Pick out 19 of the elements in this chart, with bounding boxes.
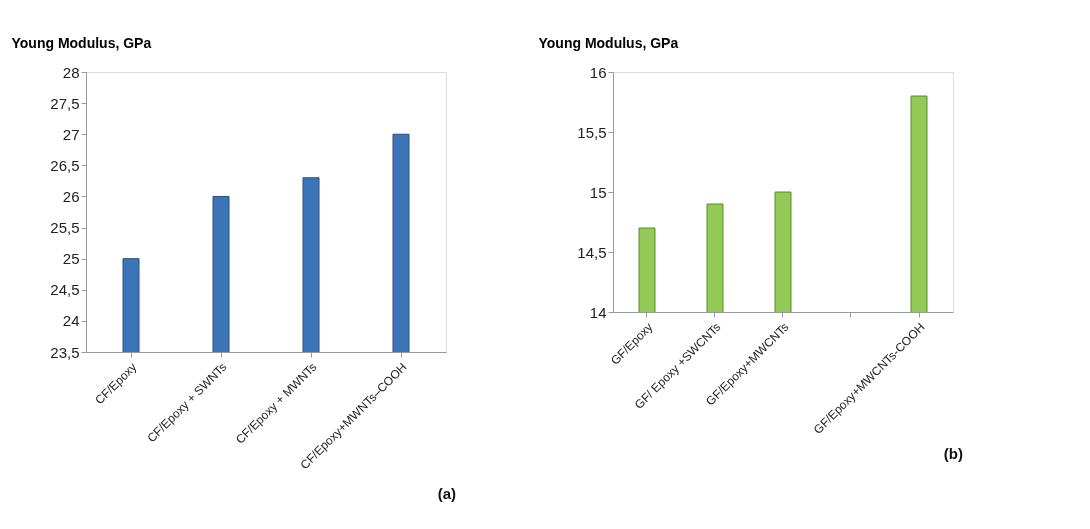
y-tick-label: 26 <box>62 187 80 205</box>
y-tick-label: 16 <box>589 63 607 81</box>
y-axis-title: Young Modulus, GPa <box>538 34 679 51</box>
text: (a) <box>437 485 456 502</box>
y-tick-label: 15,5 <box>577 123 607 141</box>
y-tick-label: 15 <box>589 183 607 201</box>
y-tick-label: 24 <box>62 312 80 330</box>
y-tick-label: 27,5 <box>50 94 80 112</box>
y-axis-title: Young Modulus, GPa <box>11 34 152 51</box>
y-tick-label: 14 <box>589 303 607 321</box>
y-tick-label: 28 <box>62 63 80 81</box>
text: (b) <box>943 445 963 462</box>
y-tick-label: 23,5 <box>50 343 80 361</box>
y-tick-label: 26,5 <box>50 156 80 174</box>
y-tick-label: 25,5 <box>50 219 80 237</box>
y-tick-label: 25 <box>62 250 80 268</box>
y-tick-label: 27 <box>62 125 80 143</box>
y-tick-label: 24,5 <box>50 281 80 299</box>
y-tick-label: 14,5 <box>577 243 607 261</box>
